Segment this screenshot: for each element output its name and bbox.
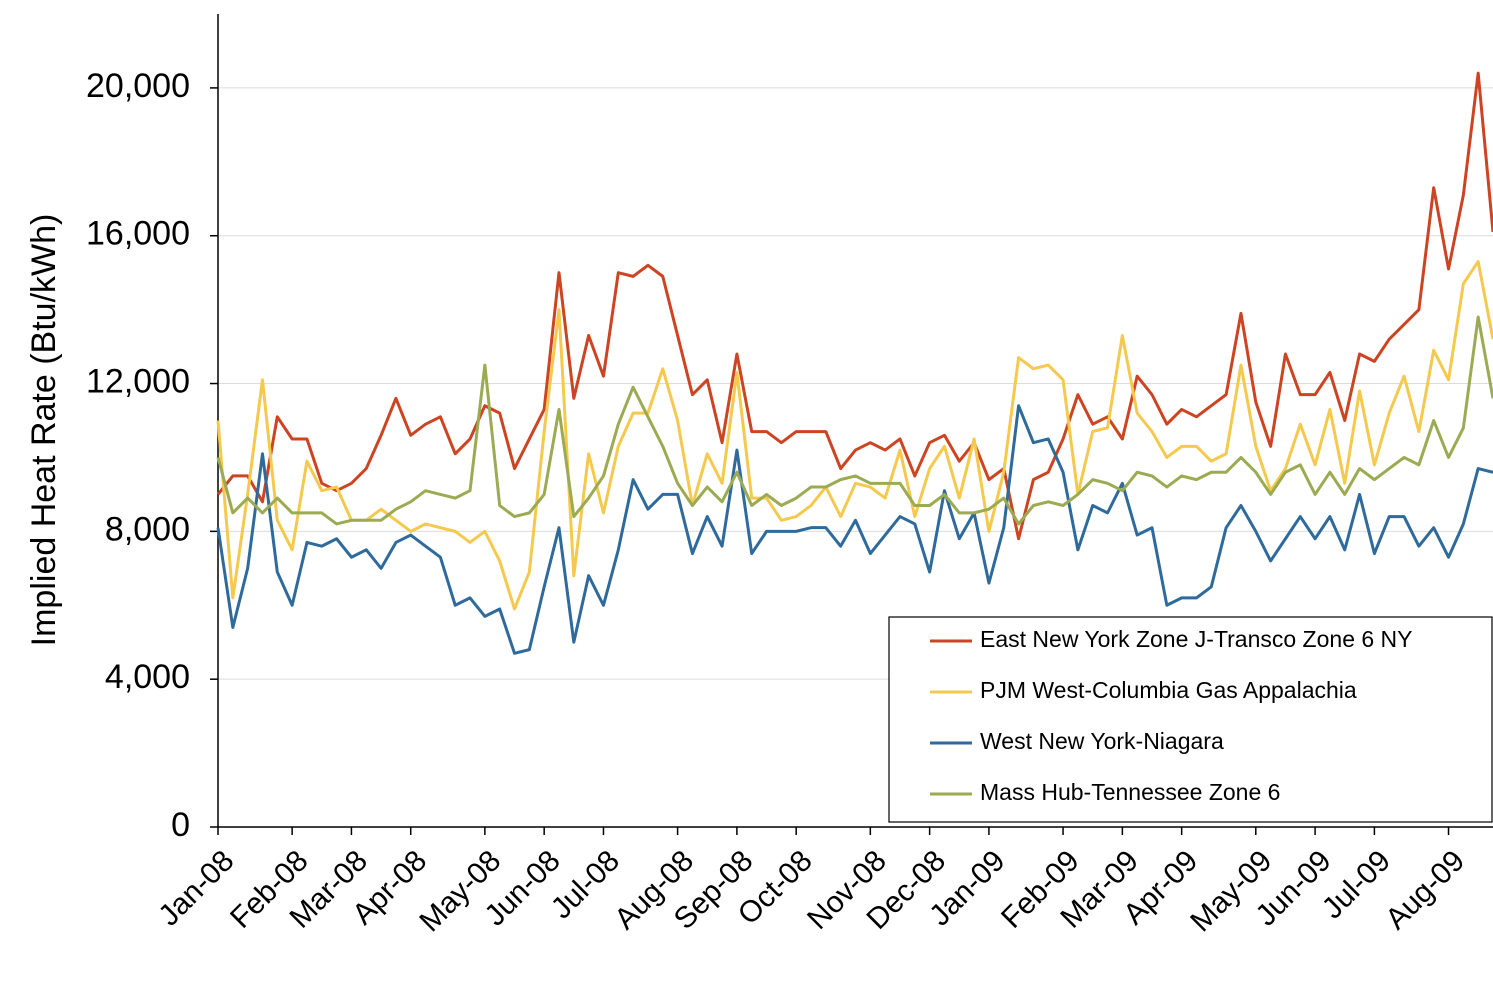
y-tick-label: 16,000 [86,215,190,253]
y-axis-label: Implied Heat Rate (Btu/kWh) [25,214,63,647]
series-line [216,315,1493,526]
legend-label: Mass Hub-Tennessee Zone 6 [980,779,1280,805]
x-tick-label: Aug-09 [1379,844,1471,936]
x-tick-label: Jan-08 [152,844,240,932]
legend-box [888,616,1493,823]
y-tick-label: 4,000 [105,658,190,696]
legend: East New York Zone J-Transco Zone 6 NY PJ… [888,616,1493,823]
y-tick-label: 12,000 [86,363,190,401]
y-tick-label: 0 [171,806,190,844]
y-tick-label: 8,000 [105,510,190,548]
series-line [216,260,1493,611]
legend-label: West New York-Niagara [980,728,1224,754]
series-line [216,71,1493,541]
series-line [216,404,1493,655]
legend-label: East New York Zone J-Transco Zone 6 NY [980,626,1413,652]
y-tick-label: 20,000 [86,67,190,105]
legend-label: PJM West-Columbia Gas Appalachia [980,677,1357,703]
